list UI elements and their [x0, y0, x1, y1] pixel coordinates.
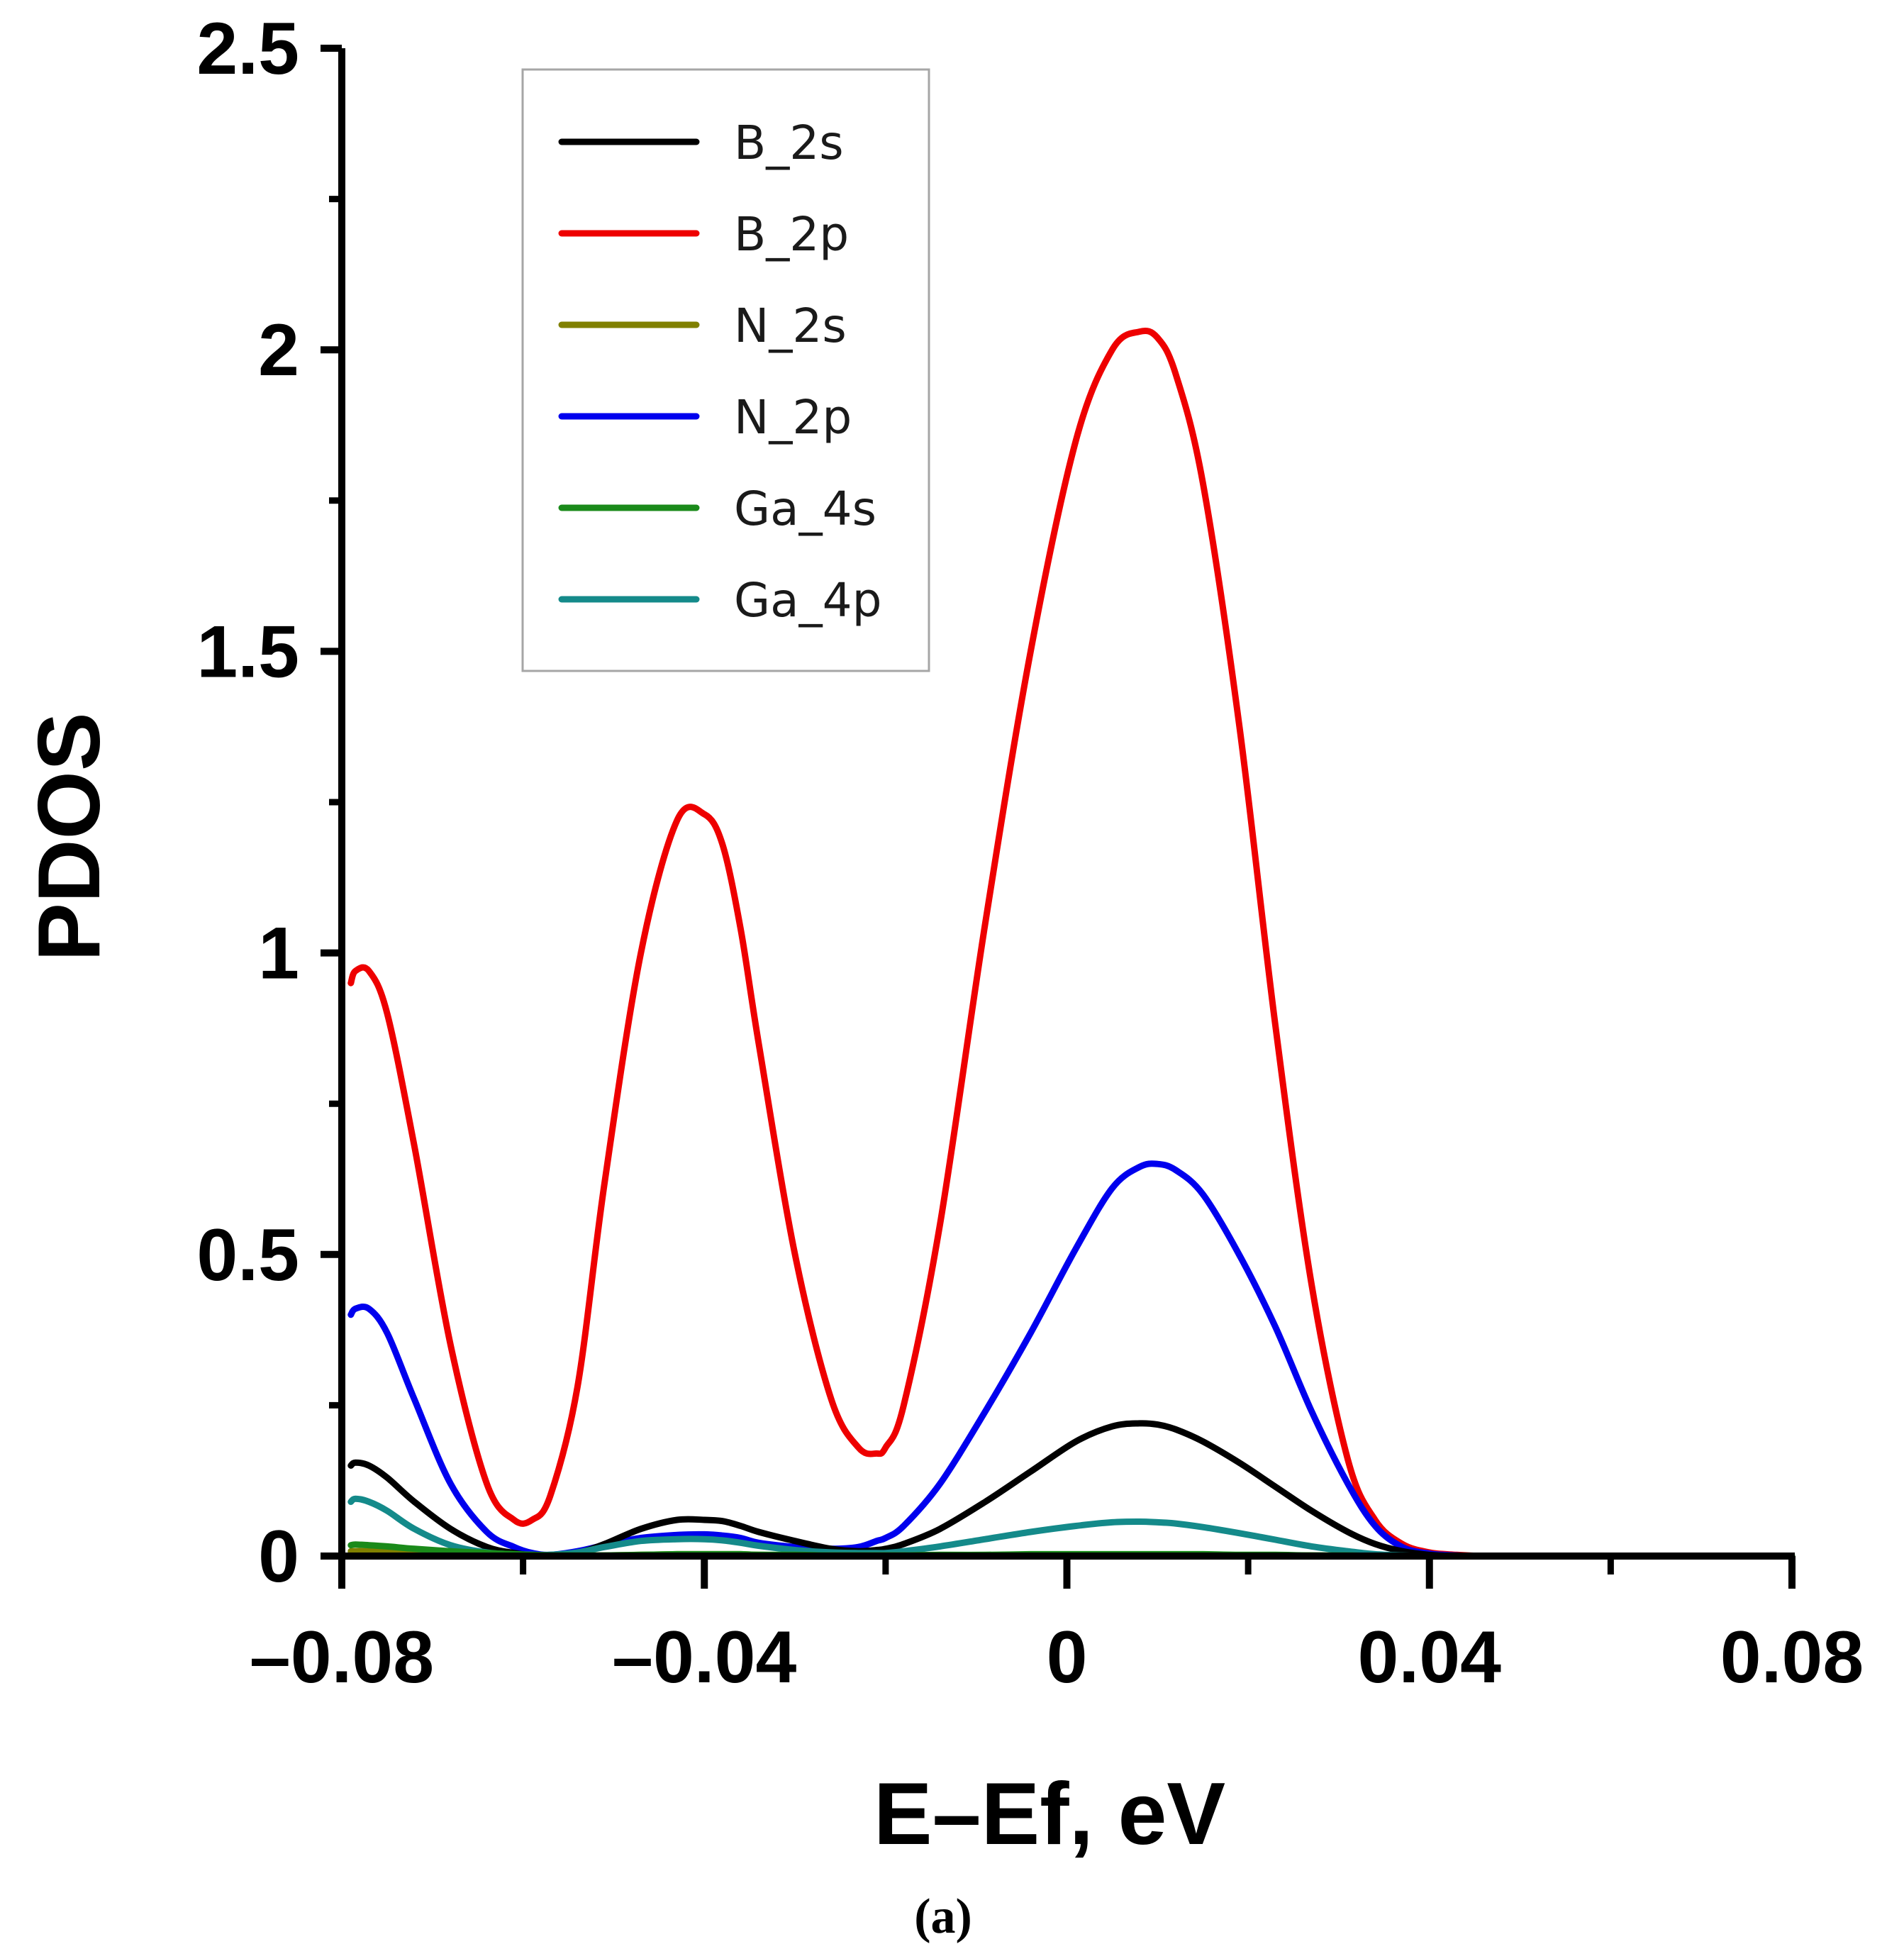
- x-tick-label: 0: [1047, 1616, 1088, 1699]
- legend-label-b-2s: B_2s: [734, 116, 844, 170]
- legend-label-n-2s: N_2s: [734, 299, 847, 353]
- x-tick-label: 0.04: [1358, 1616, 1502, 1699]
- y-axis-title: PDOS: [21, 712, 118, 961]
- series-line-b-2p: [347, 327, 1796, 1560]
- figure-caption: (a): [914, 1889, 972, 1944]
- x-tick-label: –0.08: [250, 1616, 434, 1699]
- x-axis-title: E–Ef, eV: [874, 1765, 1225, 1863]
- y-tick-label: 1: [258, 913, 299, 995]
- legend-box: [521, 68, 930, 672]
- y-tick-label: 0.5: [196, 1214, 299, 1296]
- x-tick-label: –0.04: [612, 1616, 796, 1699]
- ticks-layer: 0 0.5 1 1.5 2 2.5 –0.08 –0.04 0 0.04 0.08: [196, 8, 1864, 1699]
- y-tick-label: 2: [258, 309, 299, 391]
- legend-items: B_2s B_2p N_2s N_2p Ga_4s Ga_4p: [558, 116, 881, 628]
- legend-label-ga-4s: Ga_4s: [734, 482, 876, 536]
- legend-label-b-2p: B_2p: [734, 207, 849, 262]
- legend: B_2s B_2p N_2s N_2p Ga_4s Ga_4p: [521, 68, 930, 672]
- series-line-n-2p: [347, 1160, 1796, 1560]
- series-line-ga-4p: [347, 1495, 1796, 1560]
- x-tick-label: 0.08: [1720, 1616, 1864, 1699]
- legend-label-ga-4p: Ga_4p: [734, 573, 881, 628]
- y-tick-label: 0: [258, 1516, 299, 1598]
- legend-label-n-2p: N_2p: [734, 390, 852, 445]
- y-tick-label: 1.5: [196, 611, 299, 693]
- y-tick-label: 2.5: [196, 8, 299, 90]
